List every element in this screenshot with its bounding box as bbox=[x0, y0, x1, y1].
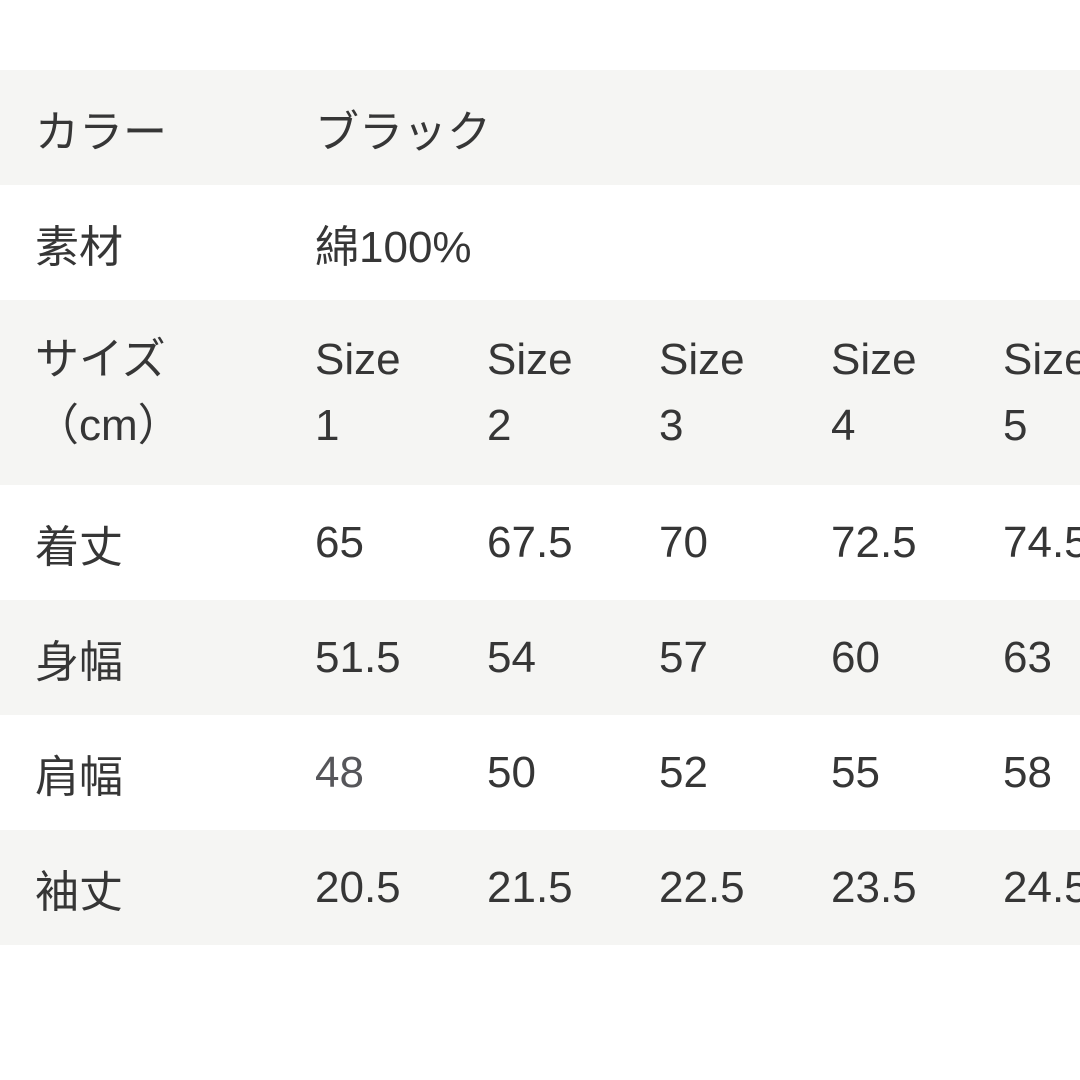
row-label: 身幅 bbox=[35, 637, 123, 687]
cell-value: 74.5 bbox=[1003, 517, 1080, 567]
cell-value: 58 bbox=[1003, 747, 1052, 797]
cell-value: 54 bbox=[487, 632, 536, 682]
cell-value: 65 bbox=[315, 517, 364, 567]
cell-value: 55 bbox=[831, 747, 880, 797]
material-label: 素材 bbox=[35, 222, 123, 272]
cell-value: 22.5 bbox=[659, 862, 745, 912]
cell-value: 20.5 bbox=[315, 862, 401, 912]
size-column-header-2: Size 2 bbox=[487, 334, 573, 450]
row-label: 肩幅 bbox=[35, 752, 123, 802]
cell-value: 70 bbox=[659, 517, 708, 567]
cell-value: 24.5 bbox=[1003, 862, 1080, 912]
cell-value: 72.5 bbox=[831, 517, 917, 567]
spec-row-material: 素材 綿100% bbox=[0, 185, 1080, 300]
cell-value: 60 bbox=[831, 632, 880, 682]
size-column-header-4: Size 4 bbox=[831, 334, 917, 450]
color-label: カラー bbox=[35, 107, 167, 157]
cell-value: 21.5 bbox=[487, 862, 573, 912]
row-label: 着丈 bbox=[35, 522, 123, 572]
cell-value: 50 bbox=[487, 747, 536, 797]
spec-table: カラー ブラック 素材 綿100% サイズ （cm） Size 1 bbox=[0, 70, 1080, 945]
row-label: 袖丈 bbox=[35, 867, 123, 917]
size-column-header-5: Size 5 bbox=[1003, 334, 1080, 450]
size-column-header-3: Size 3 bbox=[659, 334, 745, 450]
cell-value: 63 bbox=[1003, 632, 1052, 682]
measurement-row-body-width: 身幅 51.5 54 57 60 63 bbox=[0, 600, 1080, 715]
color-value: ブラック bbox=[315, 107, 491, 157]
cell-value: 48 bbox=[315, 747, 364, 797]
measurement-row-sleeve-length: 袖丈 20.5 21.5 22.5 23.5 24.5 bbox=[0, 830, 1080, 945]
size-corner-header: サイズ （cm） bbox=[0, 300, 280, 485]
measurement-row-shoulder-width: 肩幅 48 50 52 55 58 bbox=[0, 715, 1080, 830]
measurement-row-length: 着丈 65 67.5 70 72.5 74.5 bbox=[0, 485, 1080, 600]
size-corner-line2: （cm） bbox=[35, 400, 182, 450]
size-corner-line1: サイズ bbox=[35, 334, 166, 384]
spec-table-viewport[interactable]: カラー ブラック 素材 綿100% サイズ （cm） Size 1 bbox=[0, 70, 1080, 945]
cell-value: 57 bbox=[659, 632, 708, 682]
size-column-header-1: Size 1 bbox=[315, 334, 401, 450]
spec-row-color: カラー ブラック bbox=[0, 70, 1080, 185]
cell-value: 67.5 bbox=[487, 517, 573, 567]
size-header-row: サイズ （cm） Size 1 Size 2 Size 3 bbox=[0, 300, 1080, 485]
cell-value: 23.5 bbox=[831, 862, 917, 912]
cell-value: 51.5 bbox=[315, 632, 401, 682]
material-value: 綿100% bbox=[315, 222, 472, 272]
cell-value: 52 bbox=[659, 747, 708, 797]
